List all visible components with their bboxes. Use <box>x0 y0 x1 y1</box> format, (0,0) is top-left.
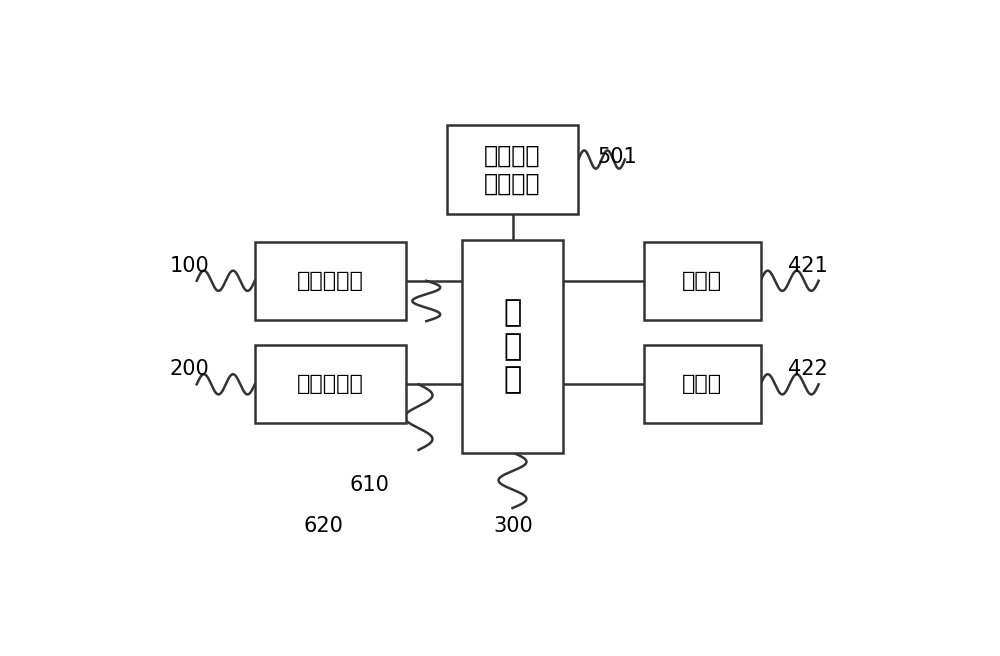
FancyBboxPatch shape <box>644 345 761 424</box>
FancyBboxPatch shape <box>447 125 578 214</box>
Text: 200: 200 <box>170 359 210 379</box>
Text: 粗关节: 粗关节 <box>682 271 722 291</box>
Text: 处
理
器: 处 理 器 <box>503 298 522 394</box>
Text: 422: 422 <box>788 359 827 379</box>
Text: 501: 501 <box>598 147 638 167</box>
Text: 300: 300 <box>493 516 533 536</box>
Text: 信道选择
输入单元: 信道选择 输入单元 <box>484 144 541 195</box>
FancyBboxPatch shape <box>462 240 563 453</box>
Text: 第一操控器: 第一操控器 <box>297 271 364 291</box>
Text: 精关节: 精关节 <box>682 375 722 394</box>
Text: 421: 421 <box>788 256 827 276</box>
Text: 第二操控器: 第二操控器 <box>297 375 364 394</box>
FancyBboxPatch shape <box>255 345 406 424</box>
FancyBboxPatch shape <box>255 241 406 320</box>
FancyBboxPatch shape <box>644 241 761 320</box>
Text: 610: 610 <box>350 476 390 495</box>
Text: 620: 620 <box>303 516 343 536</box>
Text: 100: 100 <box>170 256 210 276</box>
